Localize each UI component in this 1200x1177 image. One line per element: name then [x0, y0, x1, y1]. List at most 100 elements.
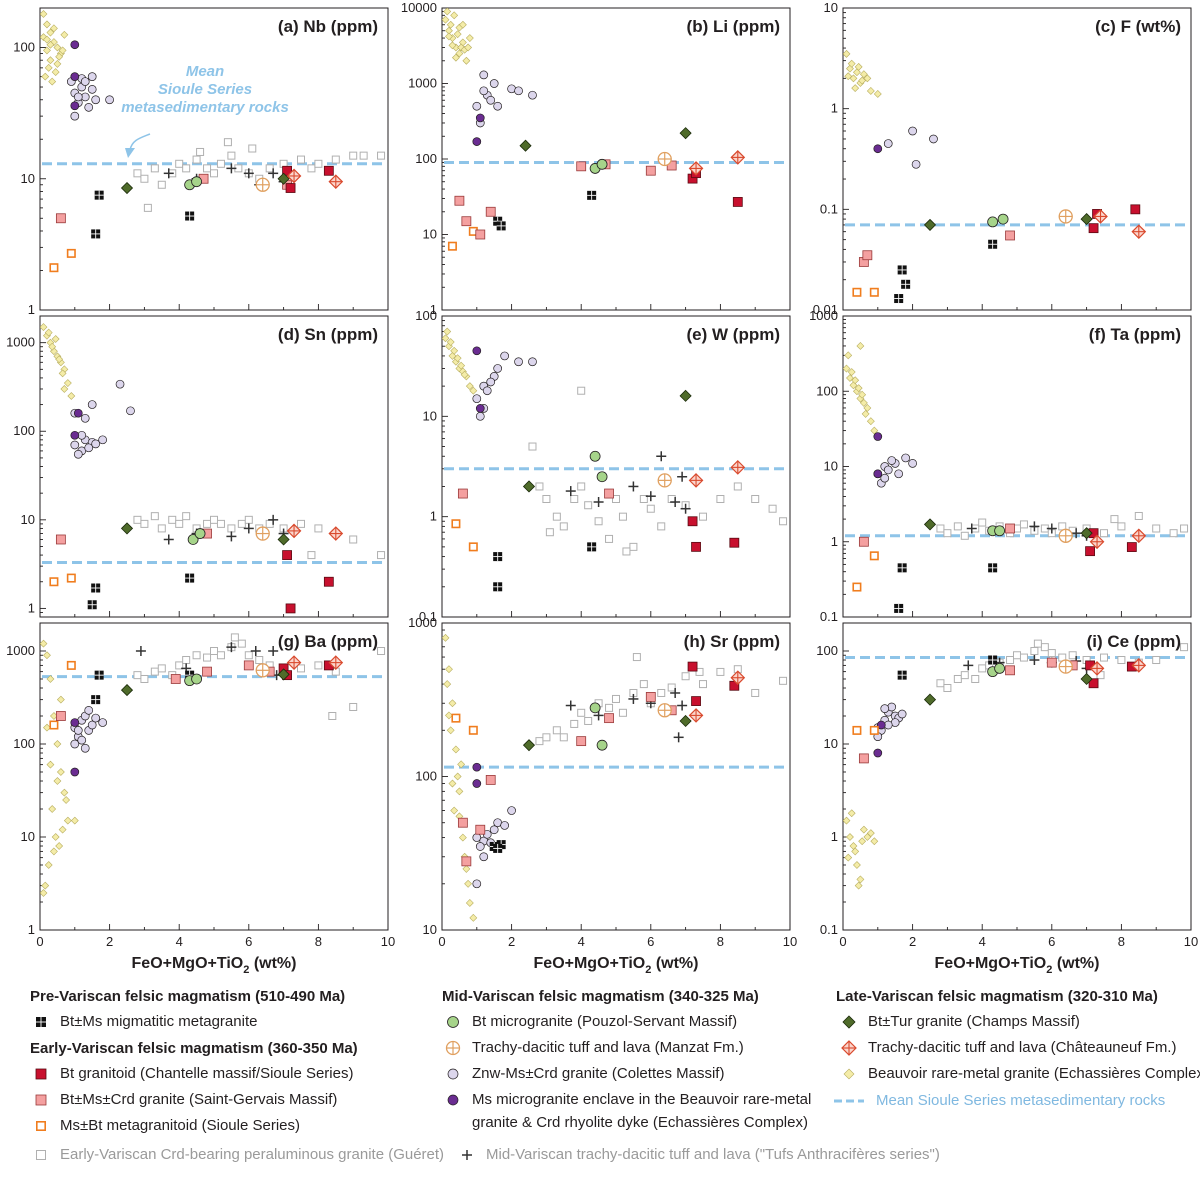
- y-tick-label: 1000: [6, 335, 35, 350]
- panel-e: 0.1 1 10 100 (e) W (ppm): [415, 308, 791, 624]
- x-tick-label: 8: [717, 934, 724, 949]
- point-trachy-manzat: [657, 151, 672, 167]
- annotation-line: Mean: [186, 63, 224, 80]
- point-early-crd: [622, 547, 631, 556]
- x-tick-label: 6: [647, 934, 654, 949]
- point-beauvoir: [448, 779, 457, 788]
- point-znw-ms-crd: [84, 443, 94, 453]
- point-znw-ms-crd: [80, 413, 90, 423]
- legend-item-bt-granitoid: Bt granitoid (Chantelle massif/Sioule Se…: [32, 1065, 353, 1082]
- point-znw-ms-crd: [126, 406, 135, 416]
- point-znw-ms-crd: [493, 364, 503, 373]
- point-beauvoir: [46, 56, 55, 65]
- point-bt-ms-crd-granite: [461, 856, 472, 867]
- legend-item-mean-line: Mean Sioule Series metasedimentary rocks: [832, 1092, 1165, 1109]
- point-beauvoir: [58, 369, 67, 378]
- point-early-crd: [1047, 649, 1056, 658]
- point-znw-ms-crd: [486, 95, 496, 105]
- point-beauvoir: [446, 726, 455, 735]
- point-znw-ms-crd: [77, 735, 87, 745]
- point-beauvoir: [859, 825, 868, 834]
- point-beauvoir: [844, 853, 853, 862]
- point-early-crd: [133, 671, 142, 680]
- point-bt-ms-crd-granite: [475, 824, 486, 835]
- y-axis: 0.1 1 10 100: [415, 308, 448, 624]
- point-early-crd: [314, 159, 323, 168]
- legend-marker-bt-ms-migmatitic: [36, 1017, 46, 1027]
- point-beauvoir: [442, 15, 450, 24]
- point-znw-ms-crd: [475, 411, 485, 421]
- point-znw-ms-crd: [897, 709, 907, 719]
- point-znw-ms-crd: [105, 95, 114, 105]
- point-beauvoir: [445, 32, 453, 41]
- point-znw-ms-crd: [929, 134, 938, 144]
- point-early-crd: [570, 494, 579, 503]
- point-beauvoir: [858, 76, 867, 85]
- legend-item-colettes: Znw-Ms±Crd granite (Colettes Massif): [444, 1065, 724, 1082]
- point-trachy-manzat: [1058, 209, 1073, 224]
- point-bt-ms-crd-granite: [862, 250, 873, 261]
- point-early-crd: [584, 501, 593, 510]
- point-beauvoir: [442, 334, 450, 343]
- point-early-crd: [216, 159, 225, 168]
- x-tick-label: 0: [438, 934, 445, 949]
- point-beauvoir: [442, 633, 450, 642]
- point-ms-bt-metagranitoid: [852, 582, 862, 592]
- point-beauvoir: [51, 833, 60, 841]
- y-tick-label: 1000: [6, 643, 35, 658]
- point-bt-ms-migmatitic: [493, 582, 503, 592]
- panel-frame: [39, 7, 389, 311]
- point-early-crd: [175, 159, 184, 168]
- point-beauvoir: [55, 52, 64, 61]
- point-bt-ms-crd-granite: [858, 753, 869, 764]
- panel-title: (h) Sr (ppm): [684, 632, 780, 651]
- point-mid-trachy: [1046, 523, 1057, 534]
- y-axis: 0.1 1 10 100 1000: [809, 308, 849, 624]
- point-ms-bt-metagranitoid: [49, 720, 59, 730]
- point-bt-granitoid: [1085, 546, 1095, 557]
- point-mid-trachy: [226, 163, 237, 174]
- point-bt-granitoid: [732, 197, 743, 207]
- point-trachy-chateauneuf: [688, 473, 704, 488]
- legend-item-metagranitoid: Ms±Bt metagranitoid (Sioule Series): [32, 1117, 300, 1134]
- legend-item-enclave: Ms microgranite enclave in the Beauvoir …: [444, 1091, 811, 1108]
- point-early-crd: [1180, 524, 1189, 533]
- point-beauvoir: [448, 41, 457, 50]
- point-bt-granitoid: [285, 603, 296, 614]
- point-beauvoir: [443, 327, 452, 336]
- y-tick-label: 10: [423, 408, 437, 423]
- point-ms-microgranite-enclave: [70, 430, 80, 440]
- annotation-arrow: [129, 133, 151, 151]
- x-axis: 0 2 4 6 8 10 FeO+MgO+TiO2 (wt%): [438, 924, 797, 976]
- point-mid-trachy: [670, 687, 681, 698]
- point-bt-ms-crd-granite: [55, 213, 66, 224]
- y-tick-label: 10: [423, 227, 437, 242]
- point-early-crd: [632, 653, 641, 662]
- point-early-crd: [657, 522, 666, 531]
- point-trachy-chateauneuf: [1089, 661, 1105, 676]
- x-tick-label: 10: [1184, 934, 1198, 949]
- legend-marker-bt-ms-crd-granite: [35, 1094, 47, 1106]
- point-trachy-chateauneuf: [328, 655, 344, 670]
- point-beauvoir: [58, 46, 67, 55]
- point-znw-ms-crd: [472, 394, 482, 404]
- y-tick-label: 1: [28, 922, 35, 937]
- point-bt-granitoid: [1130, 204, 1141, 215]
- y-tick-label: 1: [430, 509, 437, 524]
- legend-label: Early-Variscan Crd-bearing peraluminous …: [60, 1146, 445, 1163]
- y-tick-label: 1: [831, 101, 838, 116]
- point-znw-ms-crd: [901, 453, 910, 463]
- point-early-crd: [140, 519, 149, 528]
- point-beauvoir: [70, 816, 79, 825]
- point-mid-trachy: [963, 660, 974, 671]
- point-early-crd: [542, 494, 551, 503]
- point-znw-ms-crd: [911, 159, 921, 169]
- point-early-crd: [210, 169, 218, 178]
- legend-label: granite & Crd rhyolite dyke (Echassières…: [472, 1114, 808, 1131]
- point-early-crd: [960, 531, 969, 540]
- point-beauvoir: [450, 11, 459, 20]
- point-mid-trachy: [673, 732, 684, 743]
- legend-marker-ms-microgranite-enclave: [447, 1094, 459, 1106]
- point-beauvoir: [48, 342, 57, 351]
- point-ms-microgranite-enclave: [873, 748, 883, 758]
